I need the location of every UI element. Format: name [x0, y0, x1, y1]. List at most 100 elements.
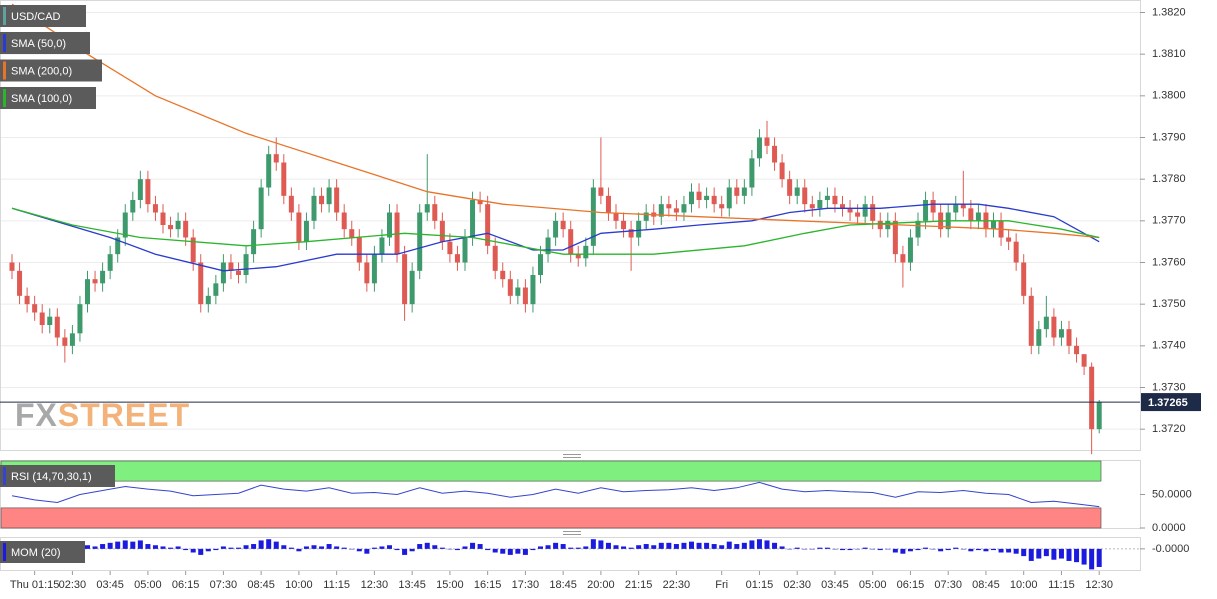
- candle-body: [636, 220, 642, 238]
- mom-bar: [553, 542, 559, 549]
- candle-body: [953, 204, 959, 213]
- candle-body: [168, 225, 174, 230]
- candle-body: [673, 208, 679, 213]
- mom-bar: [515, 548, 521, 554]
- mom-bar: [870, 548, 876, 550]
- candle-body: [77, 304, 83, 334]
- candle-body: [39, 312, 45, 325]
- mom-bar: [236, 547, 241, 549]
- candle-body: [719, 204, 725, 209]
- candle-body: [1051, 316, 1057, 338]
- mom-bar: [288, 547, 294, 549]
- candle-body: [137, 179, 143, 200]
- candle-body: [1089, 366, 1095, 430]
- mom-bar: [85, 545, 90, 549]
- mom-bar: [787, 548, 793, 550]
- x-tick-label: 01:15: [746, 579, 774, 591]
- candle-body: [923, 200, 929, 221]
- mom-bar: [892, 548, 898, 553]
- candle-body: [349, 229, 355, 238]
- candle-body: [817, 200, 823, 209]
- candle-body: [500, 270, 506, 280]
- candle-body: [756, 137, 762, 159]
- mom-bar: [1096, 548, 1102, 567]
- x-tick-label: Fri: [715, 579, 728, 591]
- mom-bar: [930, 548, 936, 550]
- candle-body: [334, 187, 340, 213]
- candle-body: [711, 195, 717, 205]
- mom-bar: [424, 542, 430, 549]
- x-tick-label: 10:00: [285, 579, 313, 591]
- mom-bar: [334, 546, 340, 549]
- x-tick-label: 06:15: [897, 579, 925, 591]
- panel-splitter[interactable]: [563, 454, 581, 535]
- candle-body: [115, 237, 121, 255]
- mom-bar: [281, 545, 287, 549]
- mom-bar: [673, 544, 679, 549]
- mom-bar: [303, 546, 309, 549]
- candle-body: [47, 316, 53, 325]
- y-tick-label: 1.3760: [1152, 256, 1186, 268]
- x-tick-label: 11:15: [323, 579, 350, 591]
- legend-box: [0, 32, 90, 54]
- mom-bar: [228, 547, 234, 549]
- legend-label: SMA (50,0): [11, 38, 66, 50]
- legend-label: USD/CAD: [11, 11, 61, 23]
- mom-bar: [749, 540, 755, 549]
- candle-body: [145, 179, 151, 205]
- candle-body: [741, 187, 747, 196]
- sma-line: [11, 207, 1100, 255]
- x-tick-label: 08:45: [972, 579, 1000, 591]
- mom-bar: [379, 546, 385, 549]
- candle-body: [266, 154, 272, 188]
- x-tick-label: 07:30: [210, 579, 238, 591]
- y-tick-label: 1.3720: [1152, 423, 1186, 435]
- candle-body: [462, 237, 468, 263]
- mom-bar: [220, 546, 226, 549]
- watermark-fx: FX: [15, 397, 58, 433]
- mom-bar: [681, 542, 687, 549]
- candle-body: [779, 162, 785, 180]
- mom-bar: [1021, 548, 1027, 557]
- mom-bar: [522, 548, 528, 555]
- candle-body: [152, 204, 158, 213]
- mom-bar: [356, 548, 362, 552]
- candle-body: [447, 241, 453, 255]
- candle-body: [379, 237, 385, 255]
- candle-body: [862, 204, 868, 217]
- candle-body: [17, 270, 23, 296]
- rsi-band: [0, 507, 1102, 529]
- candle-body: [907, 237, 913, 263]
- candle-body: [243, 254, 249, 275]
- candle-body: [175, 220, 181, 230]
- mom-bar: [190, 548, 196, 553]
- mom-bar: [719, 545, 725, 549]
- candle-body: [658, 204, 664, 217]
- candle-body: [553, 220, 559, 238]
- x-tick-label: 06:15: [172, 579, 200, 591]
- mom-bar: [628, 547, 634, 549]
- mom-bar: [960, 548, 966, 550]
- mom-bar: [968, 548, 974, 552]
- y-tick-label: 1.3750: [1152, 298, 1186, 310]
- candle-body: [62, 337, 68, 346]
- candle-body: [991, 220, 996, 230]
- mom-bar: [621, 546, 627, 549]
- candle-body: [220, 262, 226, 284]
- mom-bar: [651, 545, 657, 549]
- x-tick-label: 17:30: [512, 579, 540, 591]
- mom-bar: [492, 548, 498, 553]
- x-tick-label: 20:00: [587, 579, 615, 591]
- mom-bar: [975, 548, 981, 551]
- x-tick-label: 11:15: [1048, 579, 1075, 591]
- candle-body: [598, 187, 604, 196]
- candle-body: [613, 212, 619, 221]
- candle-body: [130, 200, 136, 213]
- mom-bar: [568, 547, 574, 549]
- legend-swatch: [3, 7, 6, 25]
- x-tick-label: 21:15: [625, 579, 653, 591]
- x-tick-label: 12:30: [361, 579, 389, 591]
- y-tick-label: 0.0000: [1152, 522, 1186, 534]
- mom-bar: [605, 542, 611, 549]
